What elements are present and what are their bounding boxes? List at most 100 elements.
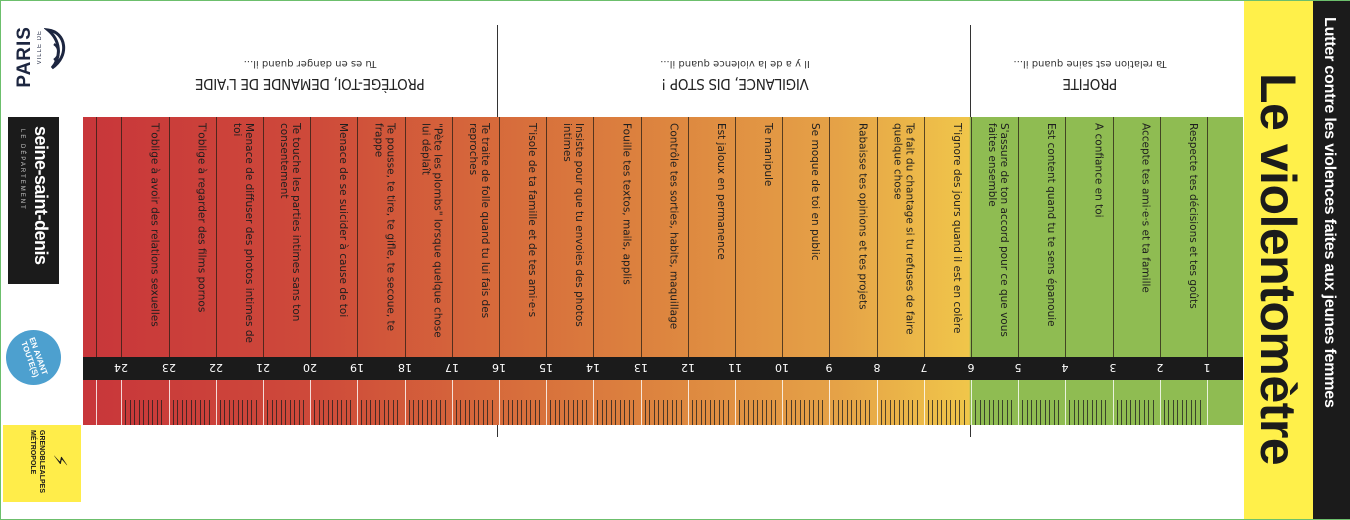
scale-boundary: [310, 380, 311, 425]
criterion-5: S'assure de ton accord pour ce que vous …: [986, 123, 1010, 337]
scale-tick: [337, 400, 338, 425]
scale-tick: [148, 400, 149, 425]
scale-tick: [539, 400, 540, 425]
scale-number-band: [83, 357, 1243, 380]
scale-tick: [517, 400, 518, 425]
column-divider: [971, 117, 972, 357]
criterion-21: Menace de diffuser des photos intimes de…: [230, 123, 255, 343]
column-divider: [829, 117, 830, 357]
scale-tick: [964, 400, 965, 425]
scale-tick: [456, 400, 457, 425]
column-divider: [1018, 117, 1019, 357]
scale-tick: [445, 400, 446, 425]
scale-tick: [728, 400, 729, 425]
scale-number: 11: [728, 361, 742, 374]
column-divider: [499, 117, 500, 357]
scale-tick: [719, 400, 720, 425]
scale-tick: [597, 400, 598, 425]
scale-tick: [739, 400, 740, 425]
scale-number: 18: [397, 361, 412, 374]
scale-tick: [152, 400, 153, 425]
column-divider: [121, 117, 122, 357]
scale-tick: [418, 400, 419, 425]
scale-tick: [474, 400, 475, 425]
scale-tick: [256, 400, 257, 425]
criterion-1: Respecte tes décisions et tes goûts: [1186, 123, 1199, 309]
scale-tick: [860, 400, 861, 425]
scale-boundary: [1160, 380, 1161, 425]
column-divider: [1207, 117, 1208, 357]
column-divider: [169, 117, 170, 357]
criterion-9: Se moque de toi en public: [809, 123, 822, 261]
scale-tick: [1074, 400, 1075, 425]
scale-tick: [384, 400, 385, 425]
scale-tick: [1186, 400, 1187, 425]
scale-number: 12: [680, 361, 695, 374]
scale-boundary: [263, 380, 264, 425]
section-subtitle: Ta relation est saine quand il...: [1013, 58, 1167, 69]
scale-tick: [1148, 400, 1149, 425]
scale-tick: [272, 400, 273, 425]
scale-tick: [946, 400, 947, 425]
scale-tick: [130, 400, 131, 425]
scale-number: 20: [303, 361, 318, 374]
scale-boundary: [735, 380, 736, 425]
scale-tick: [1054, 400, 1055, 425]
scale-tick: [281, 400, 282, 425]
scale-tick: [577, 400, 578, 425]
scale-tick: [332, 400, 333, 425]
scale-tick: [413, 400, 414, 425]
scale-tick: [568, 400, 569, 425]
scale-number: 6: [967, 361, 975, 374]
scale-tick: [757, 400, 758, 425]
scale-tick: [681, 400, 682, 425]
criterion-17: "Pète les plombs" lorsque quelque chose …: [419, 123, 444, 338]
scale-tick: [624, 400, 625, 425]
scale-tick: [980, 400, 981, 425]
scale-tick: [1058, 400, 1059, 425]
scale-tick: [766, 400, 767, 425]
scale-tick: [573, 400, 574, 425]
scale-number: 19: [350, 361, 365, 374]
scale-tick: [847, 400, 848, 425]
column-divider: [96, 117, 97, 357]
scale-tick: [379, 400, 380, 425]
scale-tick: [1007, 400, 1008, 425]
scale-number: 21: [256, 361, 270, 374]
scale-tick: [1153, 400, 1154, 425]
scale-tick: [1182, 400, 1183, 425]
scale-boundary: [1018, 380, 1019, 425]
scale-tick: [139, 400, 140, 425]
scale-tick: [276, 400, 277, 425]
scale-tick: [941, 400, 942, 425]
section-header-danger: PROTÈGE-TOI, DEMANDE DE L'AIDE Tu es en …: [160, 58, 460, 93]
scale-tick: [161, 400, 162, 425]
scale-tick: [804, 400, 805, 425]
scale-tick: [238, 400, 239, 425]
scale-tick: [1092, 400, 1093, 425]
en-avant-logo-text: EN AVANT TOUTE(S): [18, 335, 49, 379]
scale-tick: [195, 400, 196, 425]
scale-boundary: [782, 380, 783, 425]
criterion-2: Accepte tes ami·e·s et ta famille: [1139, 123, 1152, 293]
scale-tick: [822, 400, 823, 425]
scale-number: 8: [873, 361, 881, 374]
scale-tick: [1144, 400, 1145, 425]
scale-tick: [993, 400, 994, 425]
scale-boundary: [593, 380, 594, 425]
scale-tick: [1011, 400, 1012, 425]
scale-tick: [748, 400, 749, 425]
scale-tick: [1164, 400, 1165, 425]
scale-tick: [361, 400, 362, 425]
scale-tick: [932, 400, 933, 425]
scale-tick: [393, 400, 394, 425]
scale-tick: [869, 400, 870, 425]
scale-boundary: [877, 380, 878, 425]
scale-tick: [903, 400, 904, 425]
page-title: Le violentomètre: [1250, 73, 1306, 466]
criterion-22: T'oblige à regarder des films pornos: [195, 123, 208, 313]
scale-tick: [290, 400, 291, 425]
column-divider: [593, 117, 594, 357]
grenoble-logo-text: GRENOBLEALPES MÉTROPOLE: [29, 430, 45, 494]
subtitle-band: Lutter contre les violences faites aux j…: [1313, 1, 1350, 519]
